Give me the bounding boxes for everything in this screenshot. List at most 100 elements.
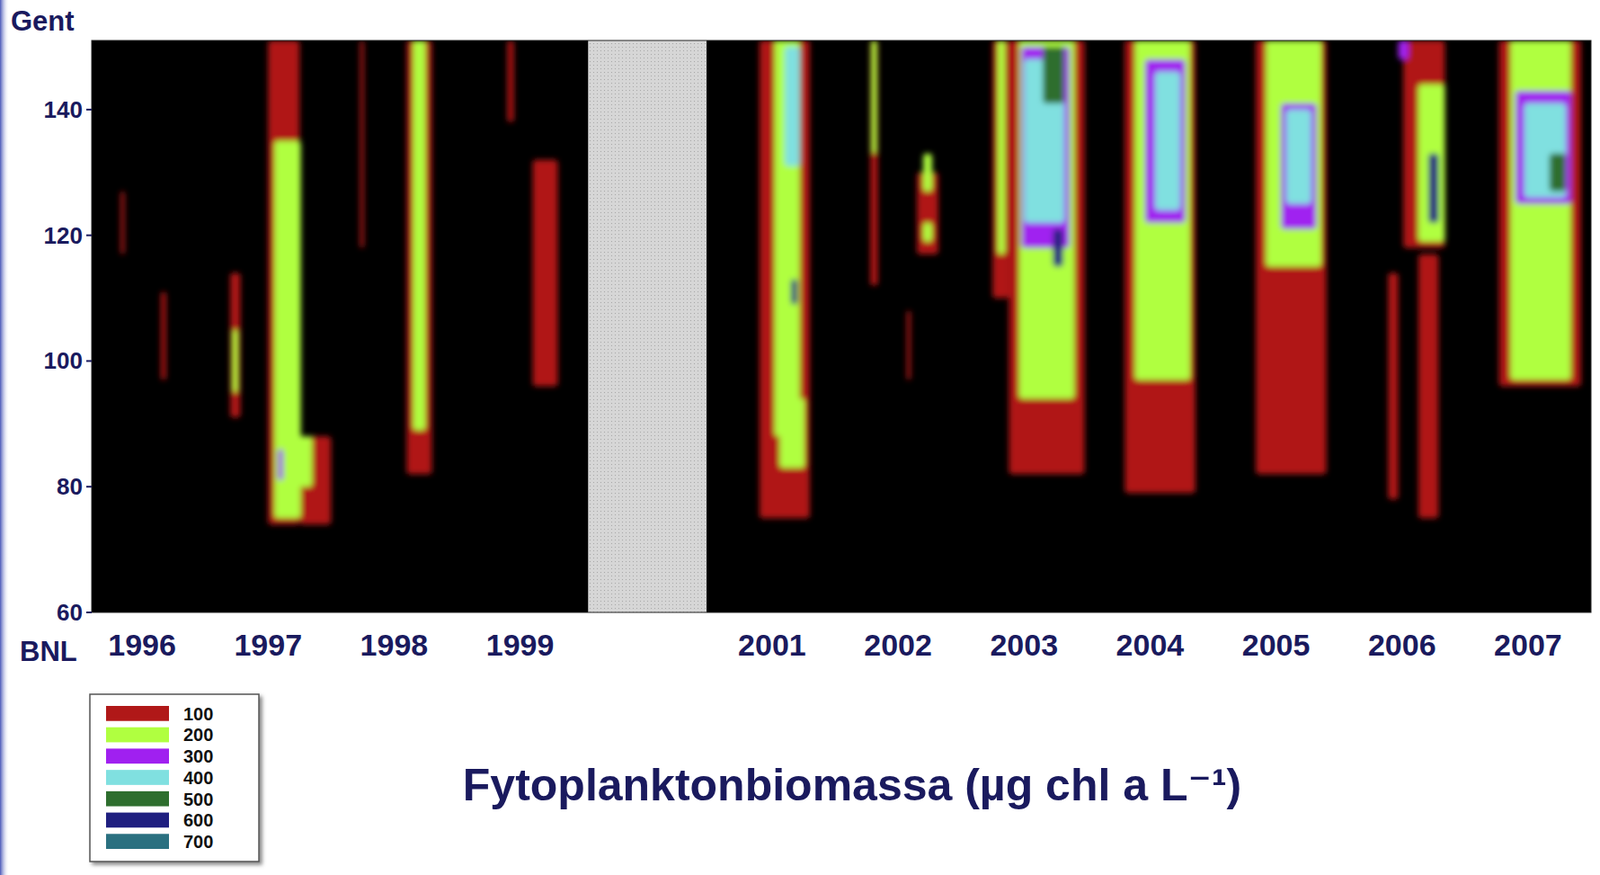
chart: 60 80 100 120 140 1996 1997 1998 1999 2001 2002 200… [0, 0, 1600, 875]
heat-cell [293, 435, 312, 487]
plot-frame [91, 40, 1592, 613]
heat-cell [779, 398, 805, 468]
heat-cell [1499, 40, 1582, 386]
y-tick [86, 485, 92, 488]
heat-cell [759, 40, 810, 518]
heat-cell [1042, 46, 1065, 104]
heat-cell [1524, 103, 1566, 198]
x-tick [519, 612, 521, 616]
x-tick [1023, 612, 1025, 616]
heat-cell [1135, 40, 1192, 380]
heat-cell [277, 448, 284, 480]
x-tick [267, 612, 269, 616]
x-tick-label: 1999 [486, 627, 555, 662]
heat-cell [1280, 103, 1316, 230]
y-tick [86, 359, 92, 362]
x-tick-label: 2001 [737, 627, 807, 662]
heat-cell [1510, 40, 1571, 380]
heat-cell [360, 40, 365, 249]
heat-cell [1008, 40, 1085, 474]
heat-cell [230, 273, 240, 418]
x-tick-label: 1998 [360, 627, 429, 662]
heat-cell [1145, 59, 1186, 223]
x-tick [1527, 612, 1529, 616]
x-tick-label: 1996 [107, 627, 177, 662]
colorbar-swatch [106, 769, 169, 785]
x-tick [897, 612, 899, 616]
heat-cell [997, 40, 1005, 255]
colorbar-label: 600 [183, 809, 214, 830]
heat-cell [1286, 109, 1312, 205]
heat-cell [1403, 40, 1445, 249]
heat-cell [870, 40, 878, 286]
plot-background [91, 40, 1592, 613]
heat-cell [1387, 273, 1398, 500]
heat-cell [533, 160, 559, 387]
heat-cell [992, 40, 1009, 299]
y-tick [86, 108, 92, 111]
x-tick [1275, 612, 1277, 616]
colorbar-swatch [106, 833, 169, 849]
heat-cell [923, 153, 933, 192]
cells [120, 40, 1582, 525]
heat-cell [160, 292, 167, 381]
heat-cell [232, 328, 239, 392]
x-tick [142, 612, 143, 616]
y-tick-label: 140 [44, 96, 83, 124]
x-tick [393, 612, 395, 616]
colorbar-swatch [106, 747, 169, 764]
colorbar-label: 300 [183, 746, 214, 766]
axis-end-label: Gent [10, 5, 75, 37]
heat-cell [1155, 71, 1181, 211]
slide-edge [0, 0, 9, 875]
axis-end-label: BNL [19, 635, 78, 667]
heat-cell [1549, 153, 1566, 192]
x-tick [771, 612, 773, 616]
heat-cell [1019, 40, 1076, 399]
heat-cell [871, 40, 878, 154]
colorbar-label: 200 [183, 724, 214, 745]
heat-cell [1418, 254, 1439, 519]
colorbar-swatch [106, 705, 169, 721]
colorbar-swatch [106, 791, 169, 807]
heat-cell [923, 222, 933, 242]
colorbar-swatch [106, 727, 169, 743]
heat-cell [784, 46, 800, 167]
heat-cell [774, 40, 800, 436]
x-tick-label: 2003 [989, 627, 1058, 662]
x-tick-label: 2004 [1116, 627, 1185, 662]
heat-cell [1398, 40, 1409, 60]
heat-cell [1255, 40, 1326, 474]
heat-cell [120, 191, 125, 255]
colorbar-label: 100 [183, 703, 214, 724]
heat-cell [906, 311, 911, 381]
colorbar-label: 400 [183, 767, 214, 788]
heat-cell [507, 40, 515, 123]
plot-area [120, 40, 1582, 613]
heat-cell [412, 40, 426, 430]
colorbar-box [89, 693, 259, 862]
heat-cell [1124, 40, 1195, 493]
colorbar-label: 500 [183, 789, 214, 809]
heat-cell [791, 279, 798, 305]
x-tick [1149, 612, 1151, 616]
x-tick-label: 1997 [233, 627, 303, 662]
y-tick-label: 60 [56, 598, 83, 626]
heat-cell [1021, 46, 1069, 249]
y-tick [86, 611, 92, 614]
y-tick-label: 100 [44, 346, 83, 374]
y-tick [86, 234, 92, 237]
colorbar-swatch [106, 812, 169, 828]
heat-cell [1418, 84, 1445, 242]
y-tick-label: 80 [56, 472, 83, 500]
x-tick-label: 2006 [1368, 627, 1437, 662]
x-tick-label: 2005 [1242, 627, 1311, 662]
heat-cell [1052, 229, 1063, 267]
heat-cell [1428, 153, 1439, 223]
no-data-band [587, 40, 707, 613]
y-tick-label: 120 [44, 222, 83, 249]
x-tick-label: 2002 [863, 627, 933, 662]
heat-cell [406, 40, 432, 474]
heat-cell [1265, 40, 1322, 267]
heat-cell [1515, 90, 1572, 205]
